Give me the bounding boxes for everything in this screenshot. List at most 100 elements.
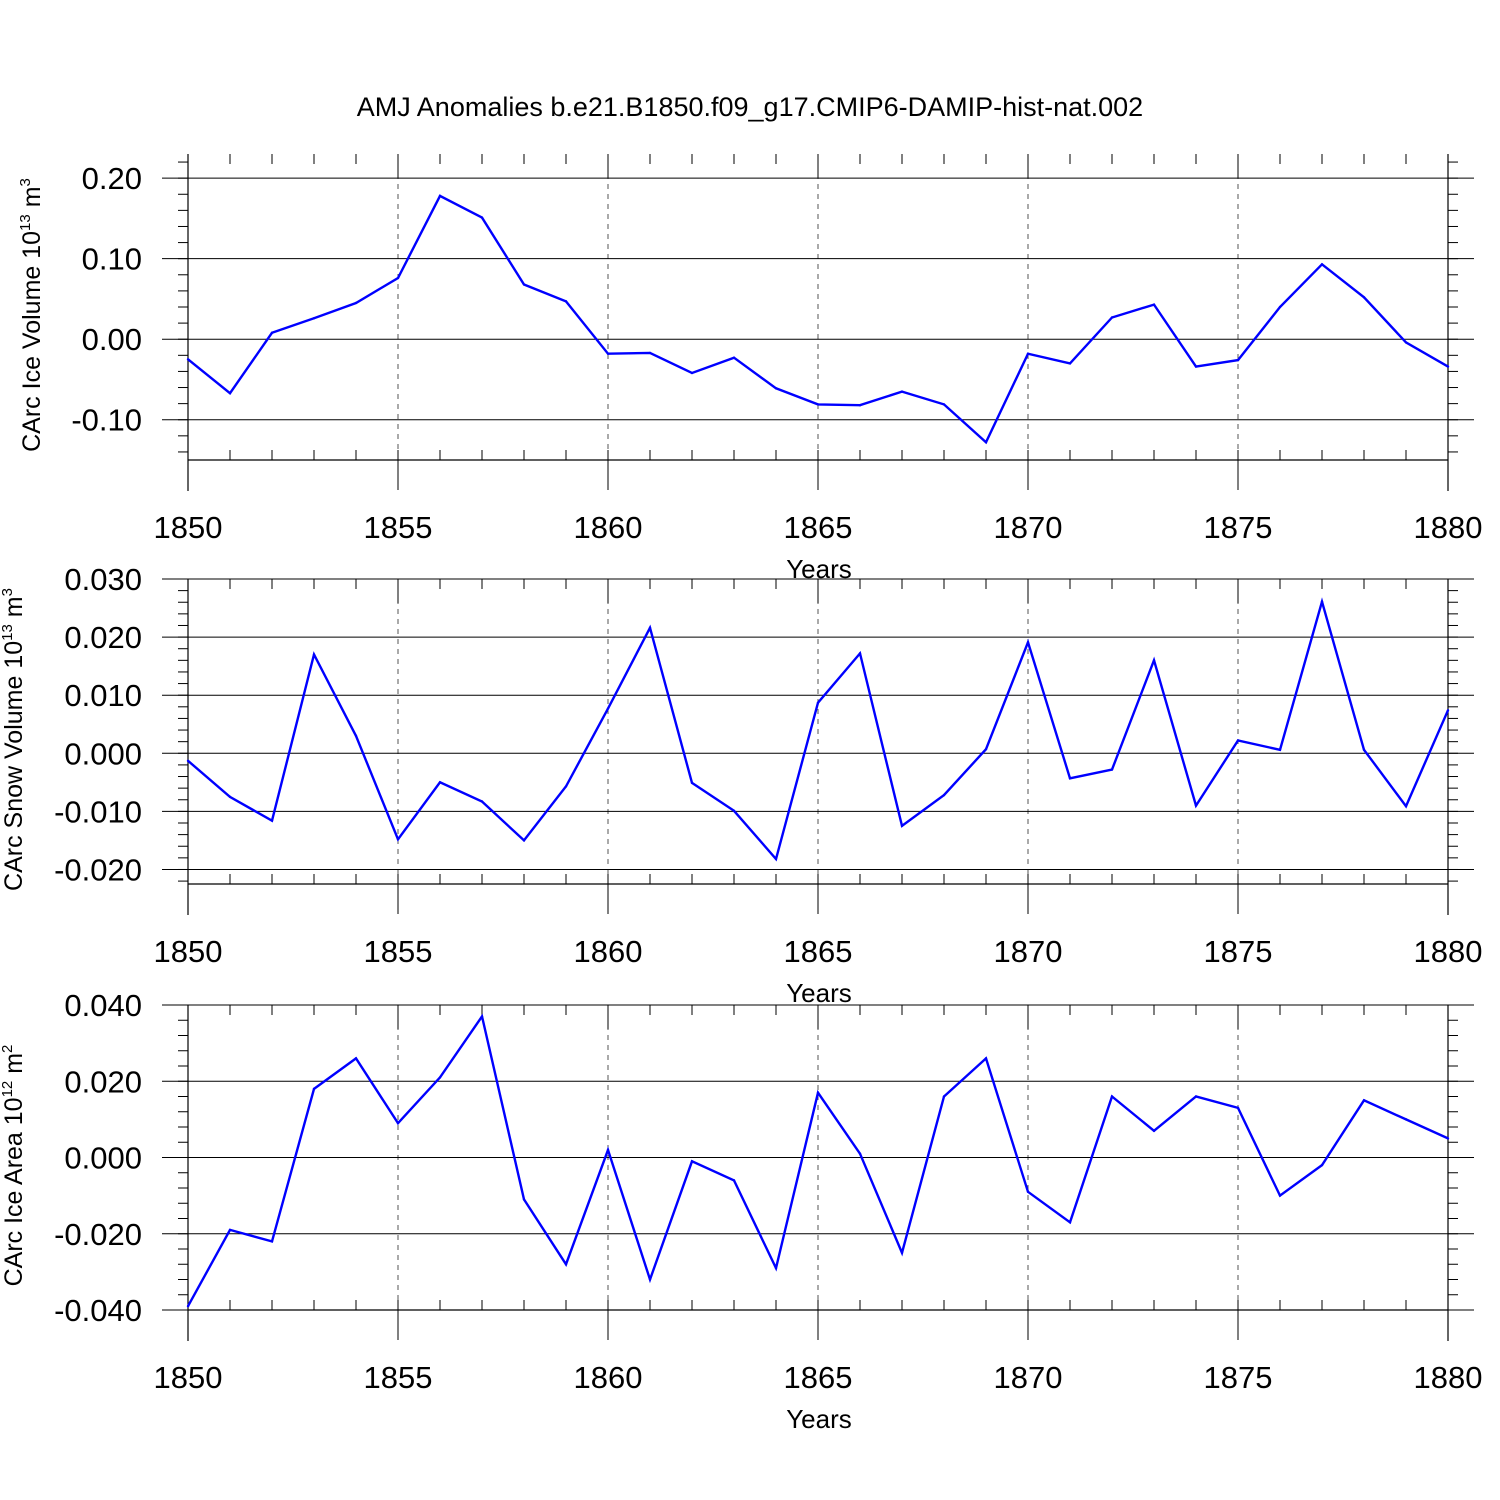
x-tick-label: 1870 [994,510,1063,545]
data-point [354,1057,358,1060]
y-tick-label: -0.040 [54,1293,142,1328]
figure-title: AMJ Anomalies b.e21.B1850.f09_g17.CMIP6-… [357,92,1143,122]
x-tick-label: 1860 [574,1360,643,1395]
data-point [438,1076,442,1079]
data-point [984,1057,988,1060]
data-point [480,216,484,219]
data-point [312,317,316,320]
data-point [606,707,610,710]
data-point [228,795,232,799]
data-point [564,300,568,303]
x-tick-label: 1860 [574,510,643,545]
data-point [816,403,820,406]
data-point [1068,1221,1072,1224]
ice-volume-panel: -0.10 0.00 0.10 0.20 1850 1855 1860 1865 1870 187… [17,154,1482,584]
data-point [186,1304,190,1308]
ice-area-panel: -0.040 -0.020 0.000 0.020 0.040 1850 1855 1860 1… [0,988,1482,1434]
data-point [312,1087,316,1091]
data-point [1278,305,1282,309]
y-label-text: m [0,1053,28,1081]
x-tick-label: 1870 [994,934,1063,969]
data-point [648,626,652,629]
data-point [984,748,988,751]
y-label-text: CArc Ice Volume 10 [18,231,46,452]
data-point [942,403,946,406]
data-point [648,351,652,355]
data-point [396,276,400,280]
x-tick-label: 1865 [784,1360,853,1395]
data-point [1278,1194,1282,1197]
data-point [522,1198,526,1201]
data-point [312,653,316,656]
x-tick-label: 1865 [784,510,853,545]
data-point [270,1240,274,1243]
data-point [732,809,736,812]
data-point [1446,709,1450,712]
x-axis-label: Years [786,1404,852,1434]
data-point [1068,362,1072,365]
data-point [354,301,358,305]
data-point [1446,1137,1450,1140]
data-point [858,652,862,655]
data-point [816,1091,820,1094]
y-label-exponent: 2 [0,1045,16,1053]
data-point [354,734,358,738]
data-point [186,759,190,763]
data-point [1320,600,1324,603]
data-point [522,283,526,286]
data-point [942,1095,946,1098]
y-tick-label: 0.20 [82,161,142,196]
data-point [858,404,862,407]
data-point [480,800,484,803]
data-point [438,781,442,784]
data-point [900,1251,904,1255]
data-point [270,331,274,334]
data-point [774,387,778,390]
y-label-exponent: 13 [17,214,34,231]
data-point [1278,748,1282,751]
data-point [522,839,526,842]
y-label-text: m [18,186,46,214]
y-axis-label: CArc Ice Volume 1013 m3 [17,178,46,452]
data-point [1068,777,1072,780]
y-tick-label: -0.020 [54,1217,142,1252]
data-point [1152,659,1156,662]
data-point [1404,341,1408,344]
x-tick-label: 1855 [364,510,433,545]
data-point [900,390,904,393]
data-point [942,793,946,797]
data-point [984,441,988,444]
data-point [1110,1095,1114,1098]
data-point [732,1179,736,1182]
data-point [1362,748,1366,751]
data-point [1110,768,1114,771]
data-point [1194,804,1198,807]
y-label-text: CArc Snow Volume 10 [0,641,28,891]
x-tick-label: 1850 [154,510,223,545]
y-label-text: m [0,596,28,624]
y-tick-label: 0.030 [64,562,142,597]
x-tick-label: 1880 [1414,510,1483,545]
data-point [1194,365,1198,368]
data-point [1320,1163,1324,1167]
data-point [606,352,610,355]
data-point [1362,296,1366,299]
data-point [228,391,232,395]
data-point [270,819,274,822]
y-axis-label: CArc Ice Area 1012 m2 [0,1045,28,1287]
x-tick-label: 1870 [994,1360,1063,1395]
data-point [1026,1190,1030,1194]
data-point [396,1121,400,1125]
data-point [1194,1095,1198,1098]
data-point [396,838,400,841]
y-tick-label: 0.000 [64,736,142,771]
data-point [1152,1129,1156,1133]
data-point [690,781,694,785]
y-tick-label: 0.040 [64,988,142,1023]
data-point [858,1152,862,1155]
x-tick-label: 1850 [154,1360,223,1395]
data-point [1404,804,1408,808]
data-point [1236,1106,1240,1110]
x-tick-label: 1855 [364,934,433,969]
